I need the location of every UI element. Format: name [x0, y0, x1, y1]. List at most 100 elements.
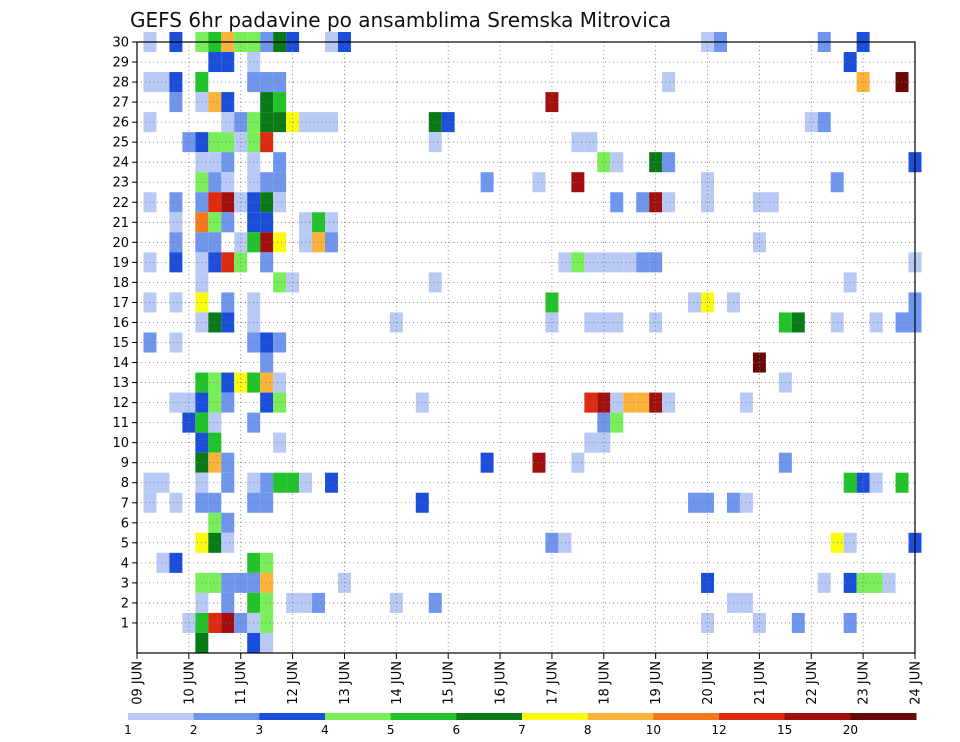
heatmap-cell: [260, 372, 274, 393]
heatmap-cell: [325, 112, 338, 133]
heatmap-cell: [221, 172, 235, 193]
y-tick-label: 26: [112, 116, 129, 131]
heatmap-cell: [636, 252, 650, 273]
y-tick-label: 27: [112, 96, 129, 111]
y-tick-label: 15: [112, 336, 129, 351]
heatmap-cell: [221, 592, 235, 613]
heatmap-cell: [273, 332, 287, 353]
x-tick-label: 10 JUN: [182, 661, 197, 705]
heatmap-cell: [208, 412, 222, 433]
y-tick-label: 5: [121, 536, 129, 551]
heatmap-cell: [428, 272, 442, 293]
heatmap-cell: [791, 612, 805, 633]
heatmap-cell: [208, 252, 222, 273]
heatmap-cell: [208, 172, 222, 193]
heatmap-cell: [791, 312, 805, 333]
heatmap-cell: [312, 112, 326, 133]
heatmap-cell: [260, 472, 274, 493]
heatmap-cell: [156, 552, 170, 573]
heatmap-cell: [221, 212, 235, 233]
heatmap-cell: [312, 592, 326, 613]
heatmap-cell: [895, 472, 909, 493]
heatmap-cell: [208, 212, 222, 233]
heatmap-cell: [208, 612, 222, 633]
heatmap-cell: [273, 92, 287, 113]
heatmap-cell: [273, 232, 287, 253]
colorbar-swatch: [390, 713, 457, 720]
heatmap-cell: [208, 392, 222, 413]
heatmap-cell: [221, 292, 235, 313]
heatmap-cell: [428, 112, 442, 133]
y-tick-label: 3: [121, 576, 129, 591]
heatmap-cell: [869, 472, 883, 493]
heatmap-cell: [260, 632, 274, 653]
y-tick-label: 2: [121, 596, 129, 611]
heatmap-cell: [480, 452, 494, 473]
heatmap-cell: [273, 272, 287, 293]
heatmap-cell: [662, 152, 676, 173]
colorbar-swatch: [587, 713, 654, 720]
heatmap-cell: [221, 612, 235, 633]
x-tick-label: 14 JUN: [390, 661, 405, 705]
heatmap-cell: [169, 232, 183, 253]
heatmap-cell: [610, 252, 624, 273]
heatmap-cell: [156, 472, 170, 493]
heatmap-cell: [221, 372, 235, 393]
heatmap-cell: [273, 172, 287, 193]
heatmap-cell: [260, 172, 274, 193]
y-tick-label: 24: [112, 156, 129, 171]
y-tick-label: 13: [112, 376, 129, 391]
colorbar-label: 12: [711, 723, 726, 737]
heatmap-cell: [739, 492, 753, 513]
heatmap-cell: [312, 232, 326, 253]
heatmap-cell: [260, 72, 274, 93]
x-axis: 09 JUN 10 JUN 11 JUN 12 JUN 13 JUN 14 JUN 15 J…: [131, 653, 924, 705]
x-tick-label: 17 JUN: [545, 661, 560, 705]
heatmap-cell: [273, 432, 287, 453]
heatmap-cell: [273, 192, 287, 213]
colorbar-label: 6: [453, 723, 461, 737]
heatmap-cell: [221, 512, 235, 533]
y-tick-label: 18: [112, 276, 129, 291]
heatmap-cell: [208, 232, 222, 253]
grid-lines: [136, 41, 916, 653]
x-tick-label: 22 JUN: [805, 661, 820, 705]
heatmap-cell: [584, 432, 598, 453]
heatmap-cell: [208, 132, 222, 153]
x-tick-label: 15 JUN: [442, 661, 457, 705]
chart-title: GEFS 6hr padavine po ansamblima Sremska …: [130, 8, 671, 32]
heatmap-cell: [662, 192, 676, 213]
y-tick-label: 6: [121, 516, 129, 531]
y-tick-label: 25: [112, 136, 129, 151]
heatmap-cell: [817, 112, 831, 133]
heatmap-cell: [221, 312, 235, 333]
y-tick-label: 21: [112, 216, 129, 231]
heatmap-cell: [208, 532, 222, 553]
heatmap-cell: [260, 552, 274, 573]
heatmap-cell: [273, 472, 287, 493]
heatmap-cell: [208, 312, 222, 333]
heatmap-cell: [273, 72, 287, 93]
y-tick-label: 17: [112, 296, 129, 311]
heatmap-cell: [843, 572, 857, 593]
heatmap-cell: [208, 492, 222, 513]
heatmap-cell: [221, 192, 235, 213]
heatmap-cell: [169, 392, 183, 413]
colorbar-label: 2: [190, 723, 198, 737]
y-tick-label: 30: [112, 36, 129, 51]
heatmap-cell: [584, 312, 598, 333]
heatmap-cell: [260, 132, 274, 153]
heatmap-cell: [739, 392, 753, 413]
heatmap-cell: [208, 192, 222, 213]
y-tick-label: 11: [112, 416, 129, 431]
heatmap-cell: [260, 212, 274, 233]
x-tick-label: 21 JUN: [753, 661, 768, 705]
heatmap-cell: [273, 112, 287, 133]
heatmap-cell: [895, 312, 909, 333]
heatmap-cell: [260, 332, 274, 353]
x-tick-label: 20 JUN: [701, 661, 716, 705]
y-tick-label: 1: [121, 616, 129, 631]
heatmap-cell: [169, 192, 183, 213]
heatmap-cell: [843, 52, 857, 73]
